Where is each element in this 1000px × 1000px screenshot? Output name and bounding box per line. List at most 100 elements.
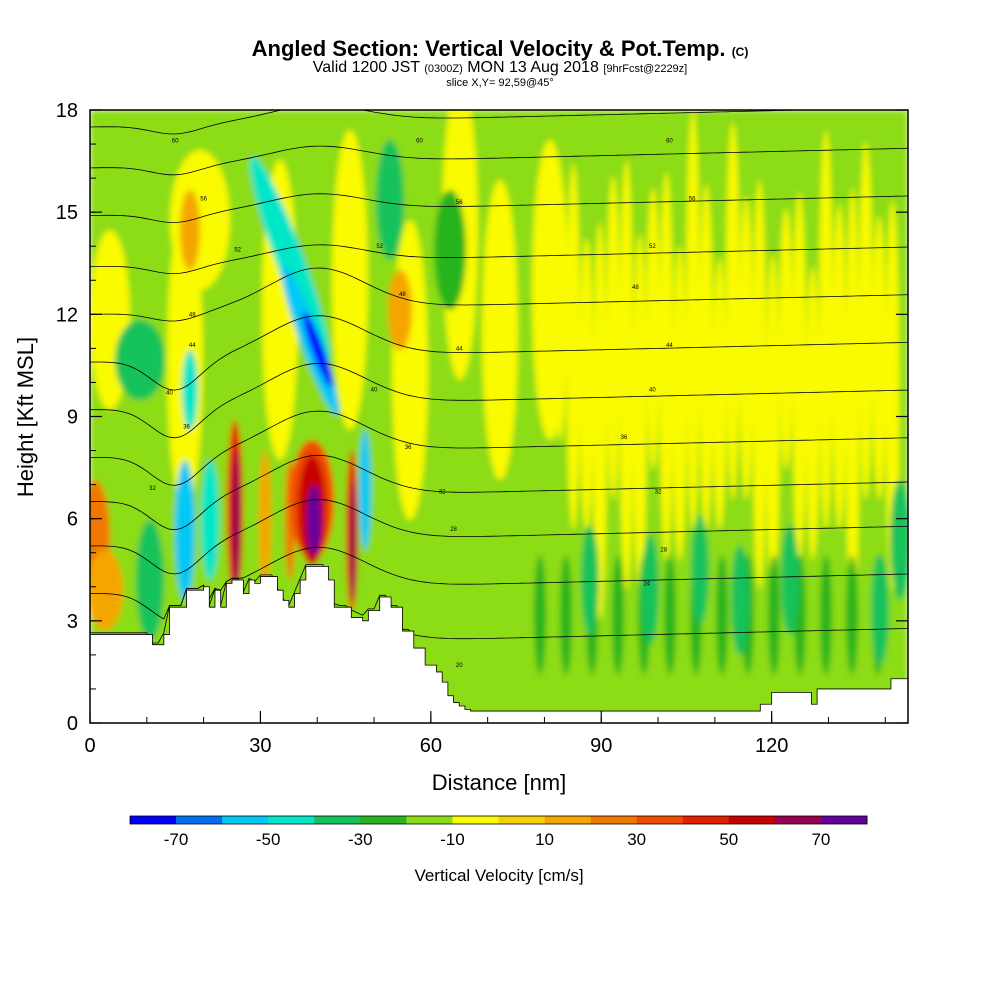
- isentrope-label: 36: [183, 425, 190, 431]
- downdraft-band: [846, 555, 858, 675]
- x-tick-label: 120: [755, 735, 788, 757]
- terrain: [89, 565, 909, 724]
- x-tick-label: 0: [84, 735, 95, 757]
- field-cell: [201, 460, 219, 580]
- chart-title-main: Angled Section: Vertical Velocity & Pot.…: [251, 36, 726, 61]
- isentrope-label: 48: [189, 312, 196, 318]
- downdraft-streak: [250, 156, 330, 364]
- downdraft-cell: [641, 535, 659, 645]
- colorbar: -70 -50 -30 -10 10 30 50 70: [129, 815, 868, 849]
- x-axis-label: Distance [nm]: [432, 770, 567, 795]
- colorbar-swatch: [544, 816, 592, 824]
- isentrope-line: [90, 546, 908, 620]
- isentrope-label: 32: [655, 489, 662, 495]
- colorbar-swatch: [590, 816, 638, 824]
- isentrope-label: 28: [660, 547, 667, 553]
- updraft-band: [832, 204, 847, 530]
- field-cell: [259, 450, 271, 590]
- updraft-band: [752, 180, 767, 590]
- isentrope-label: 36: [621, 435, 628, 441]
- updraft-band: [672, 246, 687, 560]
- isentrope-label: 40: [371, 387, 378, 393]
- updraft-band: [392, 220, 428, 520]
- field-cell: [232, 450, 240, 590]
- colorbar-swatch: [360, 816, 407, 824]
- downdraft-band: [664, 555, 676, 675]
- isentrope-label: 20: [456, 663, 463, 669]
- colorbar-tick-label: -70: [164, 830, 189, 849]
- field-cell: [175, 460, 195, 600]
- colorbar-swatch: [268, 816, 315, 824]
- isentrope-label: 60: [666, 139, 673, 145]
- chart-title: Angled Section: Vertical Velocity & Pot.…: [0, 36, 1000, 62]
- y-tick-label: 3: [67, 611, 78, 633]
- updraft-band: [858, 142, 873, 500]
- isentrope-label: 44: [666, 343, 673, 349]
- downdraft-band: [612, 555, 624, 675]
- chart-title-unit: (C): [731, 45, 749, 59]
- field-cell: [182, 350, 198, 430]
- updraft-band: [739, 196, 754, 500]
- isentrope-line: [90, 499, 908, 575]
- colorbar-swatch: [452, 816, 499, 824]
- colorbar-tick-label: -30: [348, 830, 373, 849]
- downdraft-band: [716, 555, 728, 675]
- colorbar-swatch: [406, 816, 453, 824]
- slice-info: slice X,Y= 92,59@45°: [446, 77, 554, 89]
- isentrope-line: [90, 315, 908, 391]
- colorbar-swatch: [314, 816, 361, 824]
- isentrope-label: 24: [643, 581, 650, 587]
- isentrope-label: 40: [166, 391, 173, 397]
- updraft-band: [725, 122, 740, 500]
- colorbar-swatch: [636, 816, 684, 824]
- updraft-band: [332, 130, 368, 430]
- colorbar-tick-label: 30: [627, 830, 646, 849]
- updraft-band: [606, 176, 621, 500]
- isentrope-label: 56: [200, 197, 207, 203]
- updraft-band: [712, 258, 727, 530]
- isentrope-label: 44: [456, 346, 463, 352]
- colorbar-swatch: [222, 816, 269, 824]
- valid-time-line: Valid 1200 JST (0300Z) MON 13 Aug 2018 […: [0, 59, 1000, 77]
- isentrope-label: 52: [649, 244, 656, 250]
- colorbar-frame: [129, 815, 868, 825]
- downdraft-band: [820, 555, 832, 675]
- y-axis-label: Height [Kft MSL]: [13, 337, 38, 497]
- downdraft-band: [768, 555, 780, 675]
- updraft-band: [792, 192, 807, 560]
- updraft-band: [532, 140, 568, 440]
- x-tick-label: 60: [420, 735, 442, 757]
- x-tick-label: 30: [249, 735, 271, 757]
- field-cell: [307, 485, 321, 555]
- colorbar-swatch: [774, 816, 822, 824]
- updraft-band: [632, 234, 647, 590]
- updraft-band: [592, 222, 607, 620]
- isentrope-line: [90, 78, 908, 107]
- valid-date: MON 13 Aug 2018: [467, 59, 599, 76]
- colorbar-tick-label: -10: [440, 830, 465, 849]
- isentrope-label: 56: [456, 200, 463, 206]
- downdraft-cell: [691, 515, 709, 625]
- downdraft-band: [534, 555, 546, 675]
- y-tick-label: 18: [56, 100, 78, 122]
- isentrope-label: 56: [689, 197, 696, 203]
- updraft-band: [579, 238, 594, 530]
- colorbar-tick-label: -50: [256, 830, 281, 849]
- isentrope-label: 44: [189, 343, 196, 349]
- downdraft-band: [560, 555, 572, 675]
- updraft-band: [566, 164, 581, 530]
- colorbar-swatch: [820, 816, 868, 824]
- isentropes: 60 60 60 56 56 56 52 52 52 48 48 48 44 44 44 40 40 40 36 36…: [90, 78, 908, 669]
- valid-zulu: (0300Z): [424, 63, 463, 75]
- isentrope-label: 48: [399, 292, 406, 298]
- colorbar-swatch: [682, 816, 730, 824]
- isentrope-line: [90, 145, 908, 176]
- field-cell: [376, 140, 404, 260]
- field-cell: [434, 190, 466, 310]
- isentrope-line: [90, 454, 908, 531]
- isentrope-label: 48: [632, 285, 639, 291]
- isentrope-line: [90, 244, 908, 275]
- isentrope-line: [90, 193, 908, 223]
- downdraft-cell: [581, 525, 599, 635]
